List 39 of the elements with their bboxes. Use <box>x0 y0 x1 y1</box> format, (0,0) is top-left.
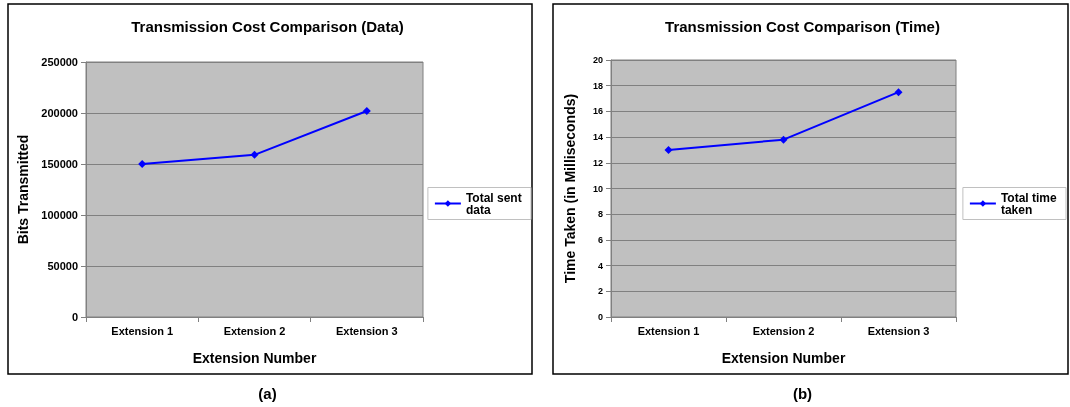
chart-title: Transmission Cost Comparison (Time) <box>665 18 940 35</box>
point <box>779 135 788 144</box>
y-tick-label: 50000 <box>47 260 78 272</box>
y-tick-label: 4 <box>597 260 603 271</box>
x-tick-label: Extension 1 <box>637 324 700 337</box>
y-tick-label: 200000 <box>41 107 78 119</box>
point <box>250 150 259 159</box>
legend-label: Total time taken <box>1000 190 1061 217</box>
legend-label: Total sent data <box>465 190 526 217</box>
x-tick-label: Extension 3 <box>335 324 398 337</box>
y-tick-label: 14 <box>592 132 603 143</box>
y-axis-title: Time Taken (in Milliseconds) <box>562 93 578 284</box>
x-axis-title: Extension Number <box>721 350 846 366</box>
x-tick-label: Extension 2 <box>752 324 815 337</box>
y-tick-label: 2 <box>597 286 603 297</box>
point <box>664 145 673 154</box>
chart-title: Transmission Cost Comparison (Data) <box>131 18 404 35</box>
text: (b) <box>792 385 813 402</box>
y-tick-label: 0 <box>597 312 603 322</box>
point <box>362 106 371 115</box>
y-tick-label: 8 <box>597 209 603 220</box>
x-tick-label: Extension 3 <box>867 324 930 337</box>
y-tick-label: 0 <box>71 311 78 323</box>
x-tick-label: Extension 2 <box>223 324 286 337</box>
y-tick-label: 18 <box>592 80 603 91</box>
text: (a) <box>258 385 277 402</box>
point <box>138 160 147 168</box>
y-tick-label: 250000 <box>41 56 78 68</box>
y-tick-label: 100000 <box>41 209 78 221</box>
y-tick-label: 6 <box>597 234 603 245</box>
y-axis-title: Bits Transmitted <box>15 134 32 245</box>
x-tick-label: Extension 1 <box>111 324 174 337</box>
y-tick-label: 150000 <box>41 158 78 170</box>
point <box>894 88 903 97</box>
y-tick-label: 12 <box>592 157 603 168</box>
y-tick-label: 16 <box>592 106 603 117</box>
y-tick-label: 20 <box>592 55 603 65</box>
y-tick-label: 10 <box>592 183 603 194</box>
x-axis-title: Extension Number <box>192 350 317 366</box>
